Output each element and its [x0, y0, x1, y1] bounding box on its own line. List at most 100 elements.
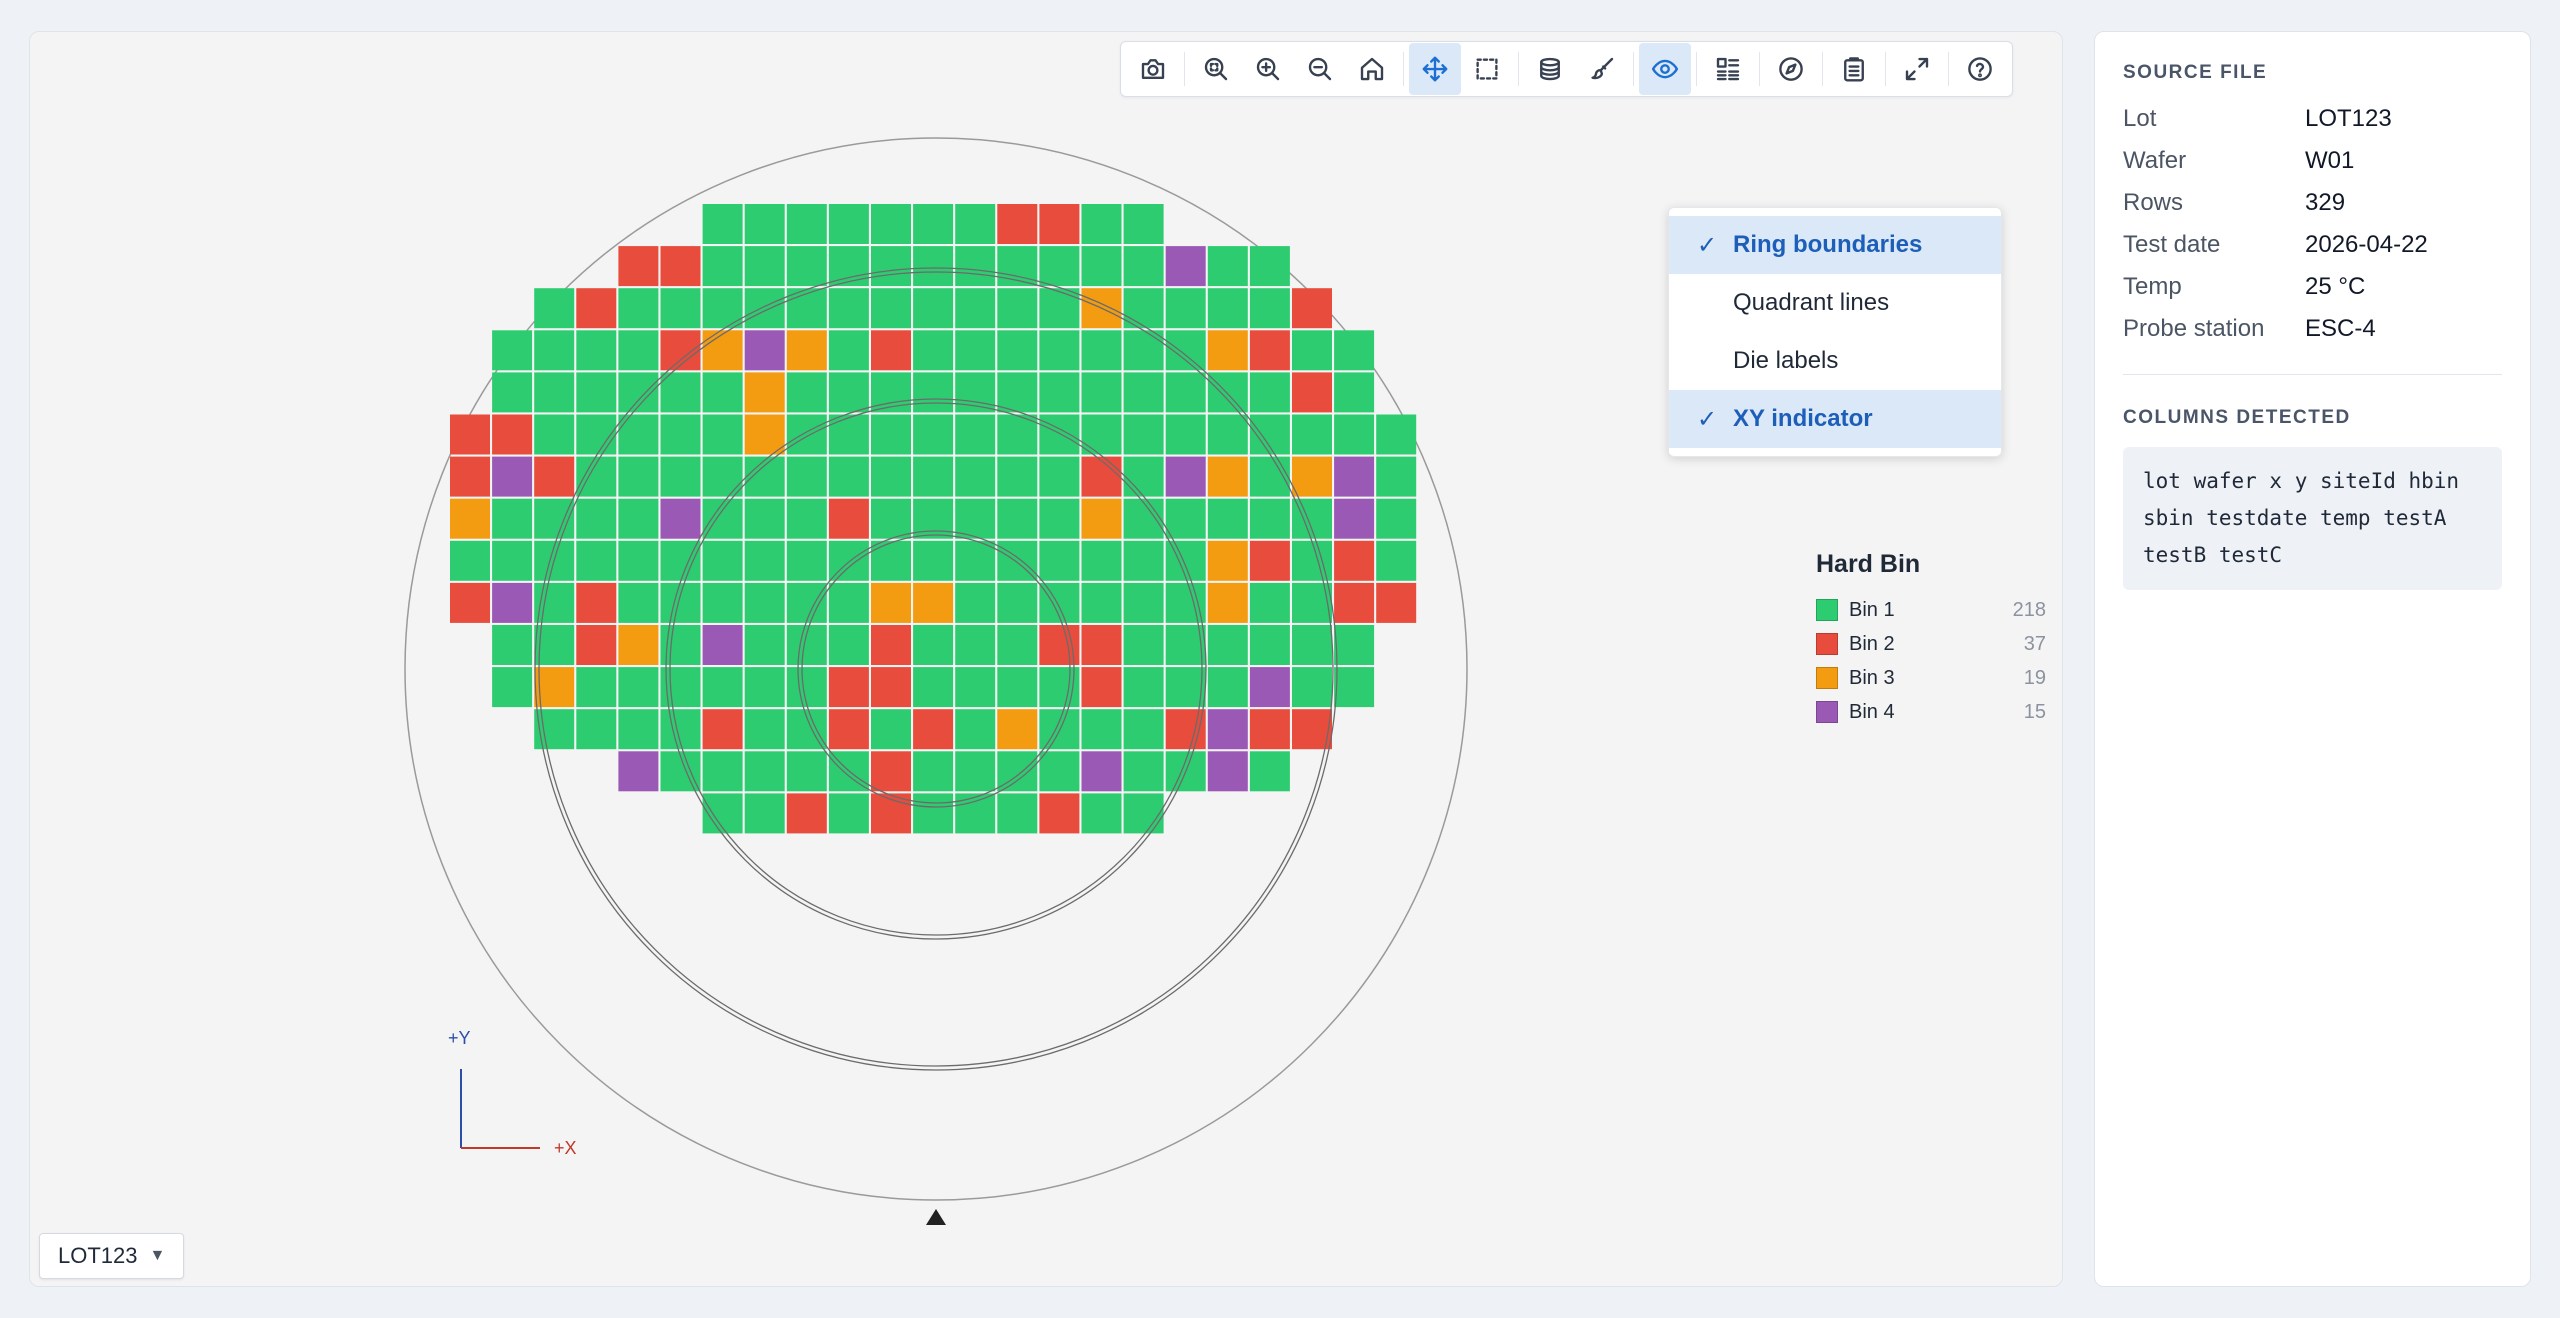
die-bin-1[interactable]	[1249, 498, 1290, 539]
die-bin-1[interactable]	[618, 540, 659, 581]
layers-button[interactable]	[1524, 43, 1576, 95]
die-bin-4[interactable]	[618, 751, 659, 792]
die-bin-1[interactable]	[702, 204, 743, 244]
legend-item[interactable]: Bin 2 37	[1816, 627, 2046, 661]
die-bin-1[interactable]	[492, 625, 533, 665]
die-bin-1[interactable]	[660, 288, 701, 329]
die-bin-1[interactable]	[1376, 498, 1417, 539]
die-bin-1[interactable]	[534, 288, 575, 329]
die-bin-1[interactable]	[913, 288, 954, 329]
die-bin-1[interactable]	[1039, 372, 1080, 413]
die-bin-1[interactable]	[1165, 414, 1206, 455]
menu-item-quadrant-lines[interactable]: Quadrant lines	[1669, 274, 2001, 332]
die-bin-1[interactable]	[1165, 667, 1206, 708]
die-bin-1[interactable]	[1207, 667, 1248, 708]
die-bin-1[interactable]	[786, 246, 827, 287]
die-bin-2[interactable]	[1249, 540, 1290, 581]
die-bin-1[interactable]	[955, 414, 996, 455]
die-bin-1[interactable]	[618, 582, 659, 623]
menu-item-xy-indicator[interactable]: ✓ XY indicator	[1669, 390, 2001, 448]
die-bin-1[interactable]	[576, 540, 617, 581]
die-bin-4[interactable]	[492, 582, 533, 623]
die-bin-1[interactable]	[1123, 456, 1164, 497]
die-bin-2[interactable]	[450, 414, 490, 455]
die-bin-3[interactable]	[1207, 582, 1248, 623]
die-bin-1[interactable]	[955, 751, 996, 792]
die-bin-3[interactable]	[744, 414, 785, 455]
die-bin-1[interactable]	[913, 625, 954, 665]
die-bin-1[interactable]	[1081, 204, 1122, 244]
die-bin-2[interactable]	[1039, 625, 1080, 665]
die-bin-4[interactable]	[1249, 667, 1290, 708]
die-bin-1[interactable]	[1249, 288, 1290, 329]
die-bin-1[interactable]	[534, 414, 575, 455]
die-bin-4[interactable]	[1081, 751, 1122, 792]
die-bin-1[interactable]	[492, 330, 533, 371]
die-bin-1[interactable]	[576, 414, 617, 455]
die-bin-1[interactable]	[1292, 330, 1332, 371]
die-bin-1[interactable]	[492, 667, 533, 708]
die-bin-1[interactable]	[1249, 246, 1290, 287]
die-bin-2[interactable]	[828, 709, 869, 750]
die-bin-1[interactable]	[1123, 246, 1164, 287]
die-bin-1[interactable]	[1207, 498, 1248, 539]
die-bin-2[interactable]	[702, 709, 743, 750]
expand-button[interactable]	[1891, 43, 1943, 95]
die-bin-1[interactable]	[702, 246, 743, 287]
die-bin-1[interactable]	[1376, 456, 1417, 497]
die-bin-1[interactable]	[786, 414, 827, 455]
die-bin-3[interactable]	[871, 582, 911, 623]
die-bin-1[interactable]	[1249, 372, 1290, 413]
die-bin-1[interactable]	[955, 625, 996, 665]
help-button[interactable]	[1954, 43, 2006, 95]
brush-button[interactable]	[1576, 43, 1628, 95]
die-bin-1[interactable]	[997, 498, 1038, 539]
die-bin-2[interactable]	[1376, 582, 1417, 623]
eye-button[interactable]	[1639, 43, 1691, 95]
die-bin-2[interactable]	[1081, 625, 1122, 665]
die-bin-1[interactable]	[871, 456, 911, 497]
die-bin-1[interactable]	[1292, 667, 1332, 708]
die-bin-2[interactable]	[871, 751, 911, 792]
die-bin-1[interactable]	[828, 582, 869, 623]
die-bin-1[interactable]	[534, 372, 575, 413]
die-bin-1[interactable]	[1123, 288, 1164, 329]
die-bin-1[interactable]	[618, 330, 659, 371]
die-bin-2[interactable]	[1334, 540, 1375, 581]
die-bin-1[interactable]	[786, 204, 827, 244]
zoom-in-button[interactable]	[1242, 43, 1294, 95]
die-bin-1[interactable]	[492, 498, 533, 539]
die-bin-1[interactable]	[576, 330, 617, 371]
die-bin-2[interactable]	[1292, 288, 1332, 329]
die-bin-2[interactable]	[871, 330, 911, 371]
die-bin-2[interactable]	[786, 793, 827, 834]
die-bin-1[interactable]	[576, 709, 617, 750]
die-bin-1[interactable]	[997, 582, 1038, 623]
clipboard-button[interactable]	[1828, 43, 1880, 95]
die-bin-1[interactable]	[1334, 667, 1375, 708]
legend-item[interactable]: Bin 4 15	[1816, 695, 2046, 729]
die-bin-1[interactable]	[702, 414, 743, 455]
die-bin-1[interactable]	[955, 709, 996, 750]
die-bin-1[interactable]	[660, 414, 701, 455]
die-bin-1[interactable]	[955, 204, 996, 244]
die-bin-1[interactable]	[1039, 414, 1080, 455]
die-bin-1[interactable]	[1039, 330, 1080, 371]
die-bin-1[interactable]	[828, 204, 869, 244]
die-bin-1[interactable]	[1334, 330, 1375, 371]
die-bin-1[interactable]	[1081, 582, 1122, 623]
die-bin-1[interactable]	[828, 246, 869, 287]
die-bin-1[interactable]	[1039, 709, 1080, 750]
home-button[interactable]	[1346, 43, 1398, 95]
die-bin-1[interactable]	[786, 709, 827, 750]
die-bin-3[interactable]	[1207, 330, 1248, 371]
camera-button[interactable]	[1127, 43, 1179, 95]
die-bin-1[interactable]	[744, 204, 785, 244]
die-bin-3[interactable]	[1292, 456, 1332, 497]
die-bin-1[interactable]	[1123, 751, 1164, 792]
die-bin-4[interactable]	[744, 330, 785, 371]
die-bin-1[interactable]	[744, 793, 785, 834]
die-bin-1[interactable]	[1123, 625, 1164, 665]
die-bin-1[interactable]	[1207, 288, 1248, 329]
die-bin-1[interactable]	[576, 372, 617, 413]
